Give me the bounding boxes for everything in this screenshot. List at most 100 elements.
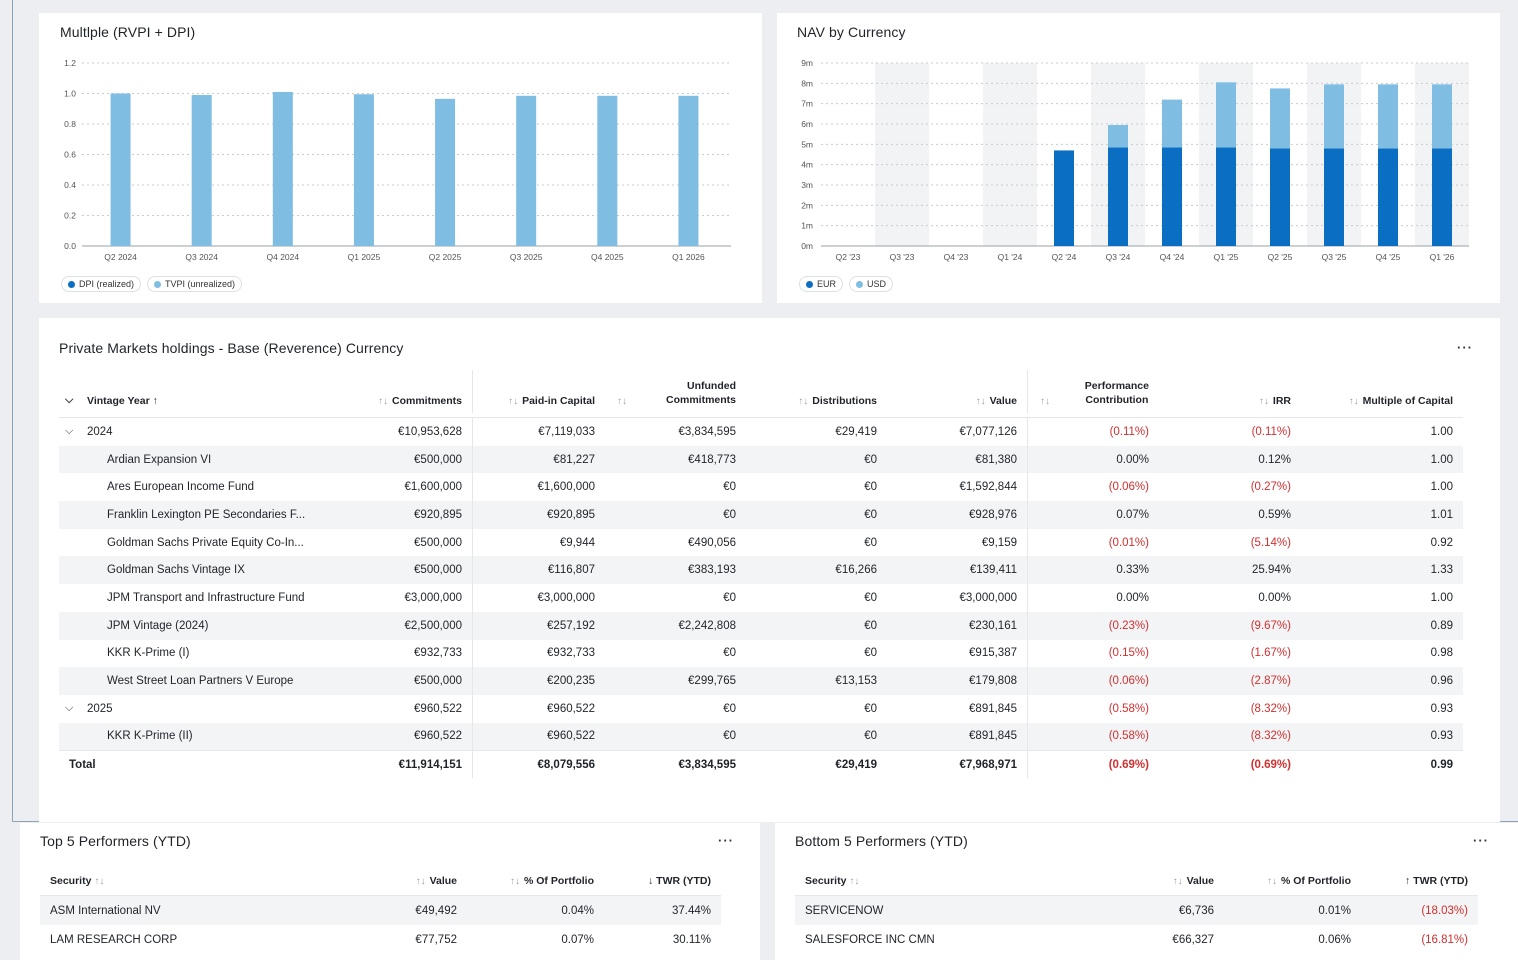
legend-eur[interactable]: EUR bbox=[799, 276, 844, 292]
cell-commitments: €500,000 bbox=[371, 445, 473, 474]
top5-col-security[interactable]: Security ↑↓ bbox=[40, 875, 360, 887]
bar-tvpi[interactable] bbox=[272, 91, 293, 246]
cell-pct: 0.01% bbox=[1318, 904, 1351, 917]
cell-distributions: €0 bbox=[864, 619, 877, 632]
group-row[interactable]: ⌵ 2025 €960,522 €960,522 €0 €0 €891,845 (0.58%)… bbox=[59, 694, 1463, 723]
top5-card: Top 5 Performers (YTD) ··· Security ↑↓ ↑… bbox=[20, 823, 760, 960]
bar-tvpi[interactable] bbox=[110, 93, 131, 247]
x-tick-label: Q1 '26 bbox=[1430, 252, 1455, 262]
cell-name: West Street Loan Partners V Europe bbox=[59, 667, 371, 695]
cell-unfunded: €0 bbox=[723, 481, 736, 494]
cell-name: Goldman Sachs Private Equity Co-In... bbox=[59, 529, 371, 557]
column-band bbox=[983, 63, 1037, 246]
sort-icon: ↑↓ bbox=[617, 396, 627, 407]
col-irr[interactable]: ↑↓ IRR bbox=[1159, 370, 1301, 413]
bar-eur[interactable] bbox=[1054, 150, 1074, 246]
y-tick-label: 7m bbox=[801, 99, 813, 109]
cell-paid_in: €932,733 bbox=[547, 647, 595, 660]
holdings-card: Private Markets holdings - Base (Reveren… bbox=[39, 318, 1500, 822]
cell-irr: (0.69%) bbox=[1250, 758, 1291, 771]
bar-tvpi[interactable] bbox=[191, 95, 212, 247]
bar-eur[interactable] bbox=[1270, 148, 1290, 246]
bar-usd[interactable] bbox=[1270, 88, 1290, 149]
cell-commitments: €10,953,628 bbox=[371, 418, 473, 446]
bar-eur[interactable] bbox=[1108, 147, 1128, 246]
cell-irr: 25.94% bbox=[1251, 564, 1291, 577]
bar-usd[interactable] bbox=[1216, 82, 1236, 148]
cell-distributions: €29,419 bbox=[835, 758, 877, 771]
legend-eur-swatch bbox=[806, 280, 813, 288]
col-commitments[interactable]: ↑↓ Commitments bbox=[371, 370, 473, 413]
bar-eur[interactable] bbox=[1378, 148, 1398, 246]
col-vintage-year[interactable]: ⌵ Vintage Year ↑ bbox=[59, 370, 371, 413]
col-paid-in-label: Paid-in Capital bbox=[522, 395, 595, 407]
cell-name: ⌵ 2025 bbox=[59, 695, 371, 723]
bar-tvpi[interactable] bbox=[597, 95, 618, 246]
bar-eur[interactable] bbox=[1216, 147, 1236, 246]
cell-irr: 0.59% bbox=[1258, 508, 1291, 521]
col-paid-in[interactable]: ↑↓ Paid-in Capital bbox=[473, 370, 605, 413]
cell-value: €1,592,844 bbox=[887, 473, 1028, 502]
top5-col-pct[interactable]: ↑↓ % Of Portfolio bbox=[467, 875, 604, 887]
group-row[interactable]: ⌵ 2024 €10,953,628 €7,119,033 €3,834,595 €29,… bbox=[59, 418, 1463, 446]
cell-moc: 0.99 bbox=[1430, 758, 1453, 771]
bar-usd[interactable] bbox=[1432, 84, 1452, 149]
col-performance[interactable]: ↑↓ Performance Contribution bbox=[1028, 370, 1159, 413]
cell-moc: 1.33 bbox=[1430, 564, 1453, 577]
bottom5-col-twr[interactable]: ↑ TWR (YTD) bbox=[1361, 875, 1478, 887]
bar-tvpi[interactable] bbox=[435, 98, 456, 247]
col-moc[interactable]: ↑↓ Multiple of Capital bbox=[1301, 370, 1463, 413]
cell-irr: 0.12% bbox=[1258, 453, 1291, 466]
bar-tvpi[interactable] bbox=[353, 94, 374, 246]
cell-unfunded: €0 bbox=[723, 647, 736, 660]
cell-pct: 0.07% bbox=[561, 933, 594, 946]
bottom5-col-value[interactable]: ↑↓ Value bbox=[1117, 875, 1224, 887]
cell-irr: (2.87%) bbox=[1250, 675, 1291, 688]
top5-col-twr[interactable]: ↓ TWR (YTD) bbox=[604, 875, 721, 887]
x-tick-label: Q3 '24 bbox=[1106, 252, 1131, 262]
cell-pct: 0.06% bbox=[1318, 933, 1351, 946]
bar-usd[interactable] bbox=[1378, 84, 1398, 149]
col-distributions[interactable]: ↑↓ Distributions bbox=[746, 370, 887, 413]
holdings-title: Private Markets holdings - Base (Reveren… bbox=[59, 340, 404, 356]
bar-eur[interactable] bbox=[1324, 148, 1344, 246]
top5-col-value[interactable]: ↑↓ Value bbox=[360, 875, 467, 887]
cell-distributions: €0 bbox=[864, 591, 877, 604]
cell-moc: 0.89 bbox=[1430, 619, 1453, 632]
bottom5-col-pct[interactable]: ↑↓ % Of Portfolio bbox=[1224, 875, 1361, 887]
legend-tvpi[interactable]: TVPI (unrealized) bbox=[147, 276, 243, 292]
legend-usd[interactable]: USD bbox=[849, 276, 894, 292]
cell-unfunded: €490,056 bbox=[688, 536, 736, 549]
nav-chart-title: NAV by Currency bbox=[797, 24, 906, 40]
collapse-all-icon[interactable]: ⌵ bbox=[65, 394, 74, 406]
col-value[interactable]: ↑↓ Value bbox=[887, 370, 1028, 413]
table-row[interactable]: LAM RESEARCH CORP €77,752 0.07% 30.11% bbox=[40, 925, 721, 954]
bar-eur[interactable] bbox=[1162, 147, 1182, 246]
sort-icon: ↑↓ bbox=[1172, 876, 1183, 887]
col-vintage-label: Vintage Year bbox=[87, 395, 150, 407]
collapse-icon[interactable]: ⌵ bbox=[65, 425, 74, 438]
bar-usd[interactable] bbox=[1108, 125, 1128, 148]
bar-usd[interactable] bbox=[1162, 99, 1182, 148]
top5-more-button[interactable]: ··· bbox=[718, 833, 734, 848]
table-row[interactable]: SERVICENOW €6,736 0.01% (18.03%) bbox=[795, 896, 1478, 925]
bar-eur[interactable] bbox=[1432, 148, 1452, 246]
bar-tvpi[interactable] bbox=[678, 95, 699, 246]
bottom5-more-button[interactable]: ··· bbox=[1473, 833, 1489, 848]
bar-tvpi[interactable] bbox=[516, 95, 537, 246]
cell-name: Total bbox=[59, 751, 371, 778]
legend-dpi[interactable]: DPI (realized) bbox=[61, 276, 142, 292]
cell-perf: (0.23%) bbox=[1108, 619, 1149, 632]
table-row: Ardian Expansion VI €500,000 €81,227 €418,7… bbox=[59, 445, 1463, 474]
col-unfunded[interactable]: ↑↓ Unfunded Commitments bbox=[605, 370, 746, 413]
table-row[interactable]: SALESFORCE INC CMN €66,327 0.06% (16.81%) bbox=[795, 925, 1478, 954]
bottom5-twr-sort-icon: ↑ bbox=[1405, 875, 1411, 887]
bar-usd[interactable] bbox=[1324, 84, 1344, 149]
bottom5-col-security[interactable]: Security ↑↓ bbox=[795, 875, 1117, 887]
collapse-icon[interactable]: ⌵ bbox=[65, 702, 74, 715]
holdings-more-button[interactable]: ··· bbox=[1457, 340, 1473, 355]
bottom5-body: SERVICENOW €6,736 0.01% (18.03%) SALESFORCE … bbox=[795, 896, 1478, 954]
table-row[interactable]: ASM International NV €49,492 0.04% 37.44% bbox=[40, 896, 721, 925]
top5-header-row: Security ↑↓ ↑↓ Value ↑↓% Of Portfolio ↓ T… bbox=[40, 867, 721, 896]
cell-perf: (0.69%) bbox=[1108, 758, 1149, 771]
